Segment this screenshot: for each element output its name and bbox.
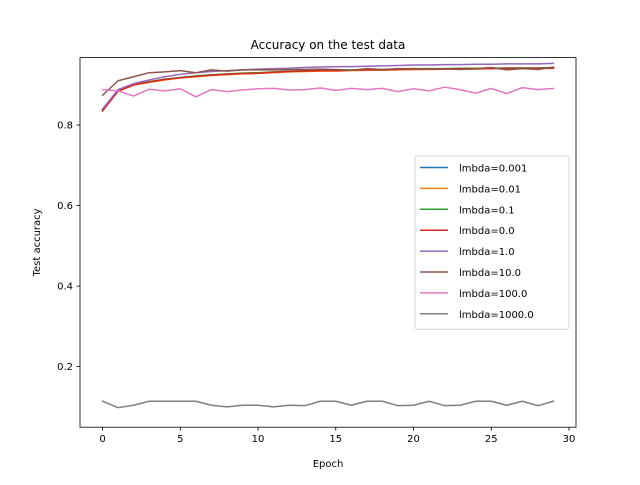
legend-label: lmbda=0.001 (459, 164, 527, 175)
y-tick-label: 0.4 (57, 282, 73, 293)
y-tick-label: 0.8 (57, 121, 73, 132)
y-axis-label: Test accuracy (32, 208, 43, 277)
x-tick-label: 30 (563, 434, 576, 445)
x-tick-label: 0 (99, 434, 105, 445)
series-line-7 (101, 400, 555, 409)
x-tick-label: 10 (252, 434, 265, 445)
legend-label: lmbda=0.0 (459, 226, 515, 237)
y-tick-label: 0.2 (57, 362, 73, 373)
legend-label: lmbda=1000.0 (459, 310, 534, 321)
plot-lines (101, 62, 555, 409)
chart-title: Accuracy on the test data (251, 38, 406, 52)
series-line-5 (101, 66, 555, 97)
legend-label: lmbda=0.1 (459, 205, 515, 216)
series-line-4 (101, 62, 555, 110)
x-tick-label: 5 (177, 434, 183, 445)
legend: lmbda=0.001 lmbda=0.01 lmbda=0.1 lmbda=0.0 l… (414, 155, 570, 330)
x-tick-label: 15 (329, 434, 342, 445)
x-tick-label: 25 (485, 434, 498, 445)
legend-label: lmbda=1.0 (459, 247, 515, 258)
plot-frame (79, 57, 577, 428)
x-tick-label: 20 (407, 434, 420, 445)
x-axis: 0 5 10 15 20 25 30 (99, 427, 575, 445)
legend-box (414, 155, 570, 330)
x-axis-label: Epoch (313, 459, 344, 470)
legend-label: lmbda=100.0 (459, 289, 527, 300)
legend-label: lmbda=0.01 (459, 184, 521, 195)
series-line-6 (101, 86, 555, 98)
y-axis: 0.2 0.4 0.6 0.8 (57, 121, 80, 373)
legend-label: lmbda=10.0 (459, 268, 521, 279)
y-tick-label: 0.6 (57, 201, 73, 212)
